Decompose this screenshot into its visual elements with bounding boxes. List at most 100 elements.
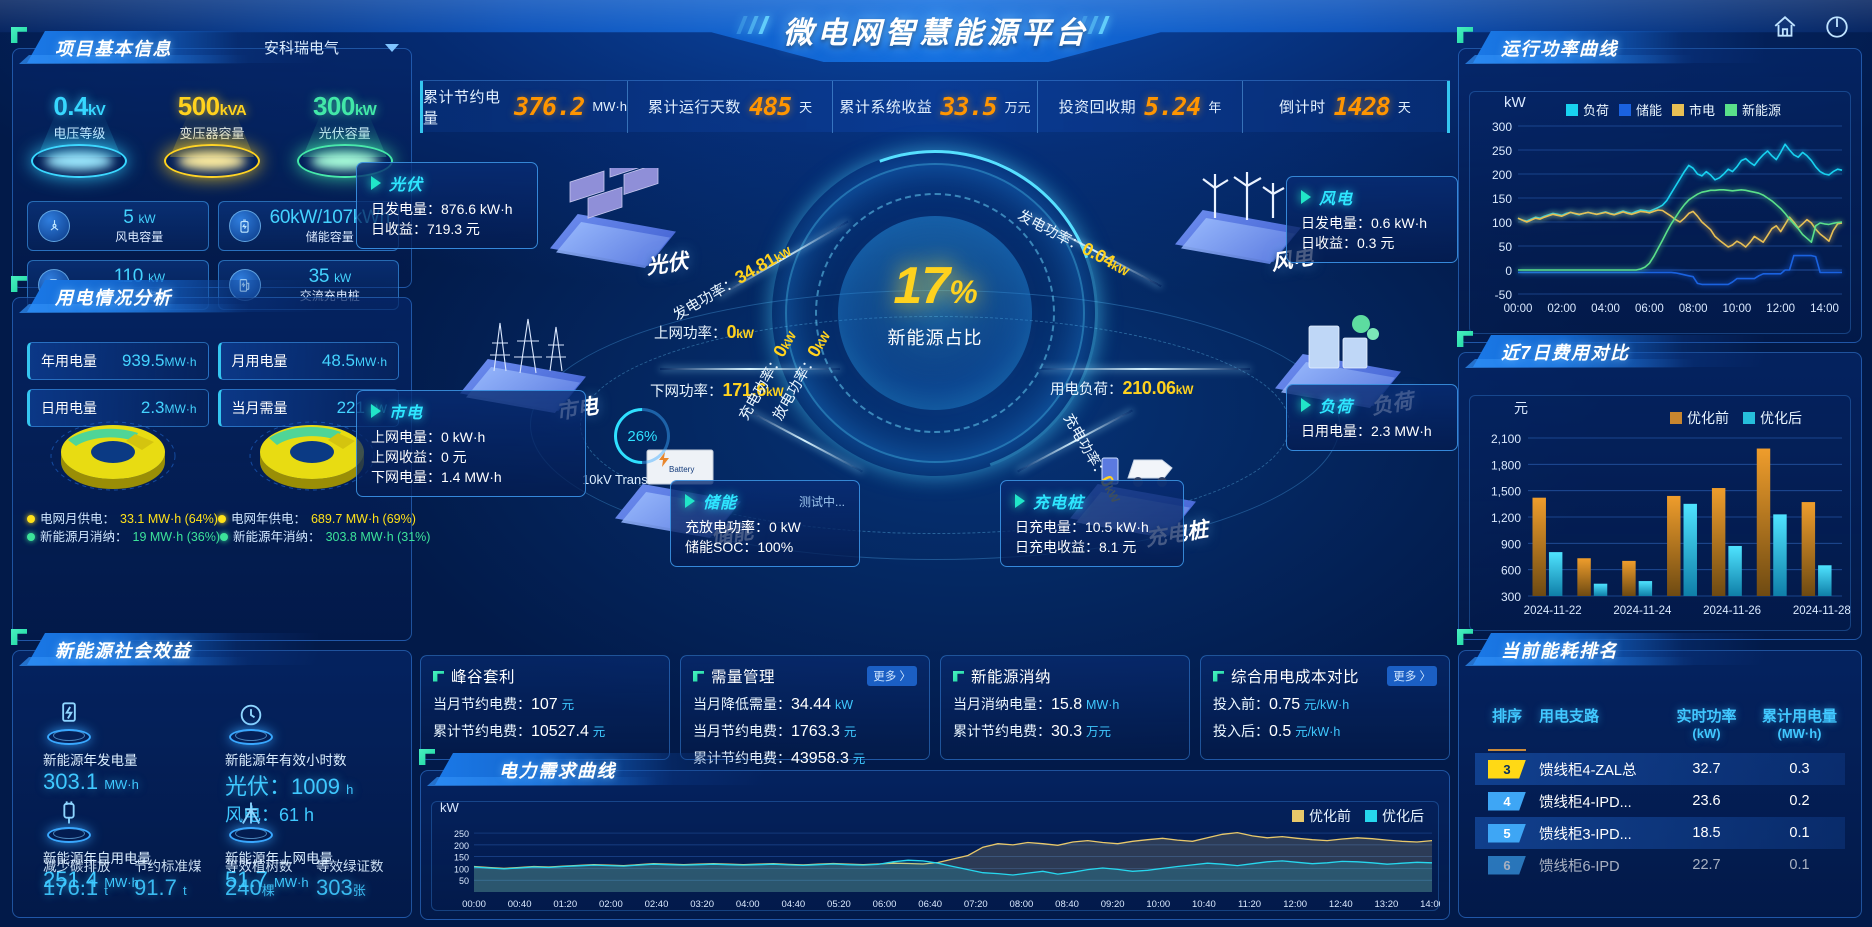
panel-title-power: 运行功率曲线 [1457, 27, 1769, 65]
flag-icon [1457, 331, 1473, 347]
capacity-gauges: 0.4kV 电压等级 500kVA 变压器容量 300kW 光伏容量 [13, 91, 411, 178]
svg-text:04:40: 04:40 [781, 899, 805, 910]
stat-card-title: 综合用电成本对比 [1231, 669, 1360, 686]
svg-text:12:00: 12:00 [1283, 899, 1307, 910]
social-item-self-use: 新能源年自用电量 251.4 MW·h [31, 799, 213, 893]
clock-icon [225, 701, 277, 745]
infobox-row: 上网电量：0 kW·h [371, 429, 486, 445]
flag-icon [419, 749, 435, 765]
node-pv[interactable]: 光伏 [540, 168, 690, 279]
flag-icon [953, 670, 964, 682]
stat-card-title: 峰谷套利 [451, 669, 516, 686]
gauge-value: 500 [177, 91, 220, 121]
chart-power-curve: kW 负荷 储能 市电 新能源 300 250 200 150 100 50 0 -50 00:… [1469, 91, 1851, 334]
svg-text:10:00: 10:00 [1146, 899, 1170, 910]
social-unit: 张 [352, 883, 366, 898]
kpi-item: 累计系统收益 33.5 万元 [833, 80, 1038, 133]
gauge-unit: kV [87, 102, 106, 119]
kpi-label: 倒计时 [1279, 99, 1326, 116]
stat-row: 当月节约电费：107 元 [433, 696, 575, 713]
panel-title-text: 项目基本信息 [55, 39, 172, 59]
core-label: 新能源占比 [887, 328, 983, 348]
panel-title-text: 当前能耗排名 [1501, 641, 1618, 661]
legend-item[interactable]: 新能源 [1725, 100, 1781, 119]
donut-annual [212, 394, 411, 504]
stat-row: 累计节约电费：30.3 万元 [953, 723, 1112, 740]
svg-text:150: 150 [454, 853, 469, 863]
svg-text:00:40: 00:40 [508, 899, 532, 910]
legend-item[interactable]: 优化前 [1292, 806, 1351, 826]
rank-badge: 4 [1488, 791, 1526, 811]
plug-icon [43, 799, 95, 843]
social-value: 251.4 [43, 867, 99, 892]
gauge-disc [31, 144, 128, 178]
home-icon[interactable] [1772, 14, 1798, 45]
kpi-label: 投资回收期 [1058, 99, 1137, 116]
branch-power: 32.7 [1692, 761, 1721, 777]
panel-social-benefit: 新能源社会效益 新能源年发电量 303.1 MW·h 新能源 [11, 629, 412, 918]
flow-line-grid [660, 368, 840, 370]
legend-item[interactable]: 市电 [1672, 100, 1715, 119]
svg-text:0: 0 [1505, 264, 1512, 278]
panel-usage-analysis: 用电情况分析 年用电量 939.5MW·h 月用电量 48.5MW·h 日用电量… [11, 276, 430, 641]
legend-value: 33.1 MW·h (64%) [120, 512, 218, 526]
table-row[interactable]: 4 馈线柜4-IPD... 23.6 0.2 [1475, 785, 1845, 817]
legend-item[interactable]: 优化前 [1670, 408, 1729, 428]
svg-text:2024-11-22: 2024-11-22 [1524, 605, 1582, 617]
table-row[interactable]: 3 馈线柜4-ZAL总 32.7 0.3 [1475, 753, 1845, 785]
legend-item[interactable]: 优化后 [1743, 408, 1802, 428]
branch-name: 馈线柜4-IPD... [1539, 794, 1632, 811]
infobox-tag: 测试中... [798, 494, 845, 509]
panel-cost-compare: 近7日费用对比 元 优化前 优化后 2,100 1,800 1,500 1,200 90… [1457, 331, 1862, 640]
panel-demand-curve: 电力需求曲线 kW 优化前 优化后 250 200 150 100 50 00:00 00:… [419, 749, 1450, 920]
infobox-row: 充放电功率：0 kW [685, 519, 801, 535]
transformer-percent: 26% [626, 427, 658, 445]
branch-energy: 0.1 [1789, 857, 1810, 873]
chart-legend: 优化前 优化后 [1670, 408, 1802, 428]
column-branch: 用电支路 [1539, 708, 1600, 725]
social-unit: MW·h [104, 777, 139, 792]
usage-cell-monthly: 月用电量 48.5MW·h [217, 342, 399, 380]
social-item-annual-generation: 新能源年发电量 303.1 MW·h [31, 701, 213, 827]
social-value: 303.1 [43, 769, 99, 794]
project-selector-value: 安科瑞电气 [263, 40, 339, 57]
kpi-item: 倒计时 1428 天 [1243, 80, 1450, 133]
svg-text:100: 100 [1492, 216, 1512, 230]
flag-icon [11, 27, 27, 43]
svg-text:2024-11-28: 2024-11-28 [1793, 605, 1851, 617]
usage-cell-daily: 日用电量 2.3MW·h [27, 389, 209, 427]
donut-monthly [13, 394, 212, 504]
usage-value: 939.5 [121, 351, 165, 370]
legend-value: 303.8 MW·h (31%) [325, 530, 431, 544]
panel-title-demand: 电力需求曲线 [419, 749, 765, 787]
svg-text:Battery: Battery [669, 465, 694, 474]
usage-unit: MW·h [164, 402, 197, 416]
infobox-grid: 市电 上网电量：0 kW·h 上网收益：0 元 下网电量：1.4 MW·h [356, 390, 586, 497]
node-wind[interactable]: 风电 [1165, 166, 1315, 275]
infobox-pv: 光伏 日发电量：876.6 kW·h 日收益：719.3 元 [356, 162, 538, 249]
infobox-row: 下网电量：1.4 MW·h [371, 469, 502, 485]
svg-text:00:00: 00:00 [1504, 303, 1533, 315]
social-unit: t [182, 883, 187, 898]
legend-item[interactable]: 负荷 [1566, 100, 1609, 119]
stat-cards: 峰谷套利 当月节约电费：107 元 累计节约电费：10527.4 元 需量管理 … [420, 655, 1450, 767]
svg-text:02:00: 02:00 [1547, 303, 1576, 315]
social-value: 240 [225, 875, 262, 900]
wind-turbine-icon [38, 210, 70, 242]
page-title: 微电网智慧能源平台 [783, 17, 1089, 50]
infobox-wind: 风电 日发电量：0.6 kW·h 日收益：0.3 元 [1286, 176, 1458, 263]
project-selector[interactable]: 安科瑞电气 [264, 37, 399, 58]
power-icon[interactable] [1824, 14, 1850, 45]
table-row[interactable]: 6 馈线柜6-IPD 22.7 0.1 [1475, 849, 1845, 881]
table-row[interactable]: 5 馈线柜3-IPD... 18.5 0.1 [1475, 817, 1845, 849]
svg-text:1,500: 1,500 [1491, 485, 1521, 499]
column-rank: 排序 [1491, 708, 1522, 725]
more-button[interactable]: 更多 〉 [1387, 666, 1437, 686]
more-button[interactable]: 更多 〉 [867, 666, 917, 686]
usage-value: 2.3 [140, 398, 165, 417]
svg-text:100: 100 [454, 864, 469, 874]
legend-item[interactable]: 优化后 [1365, 806, 1424, 826]
svg-text:250: 250 [1492, 144, 1512, 158]
legend-item[interactable]: 储能 [1619, 100, 1662, 119]
